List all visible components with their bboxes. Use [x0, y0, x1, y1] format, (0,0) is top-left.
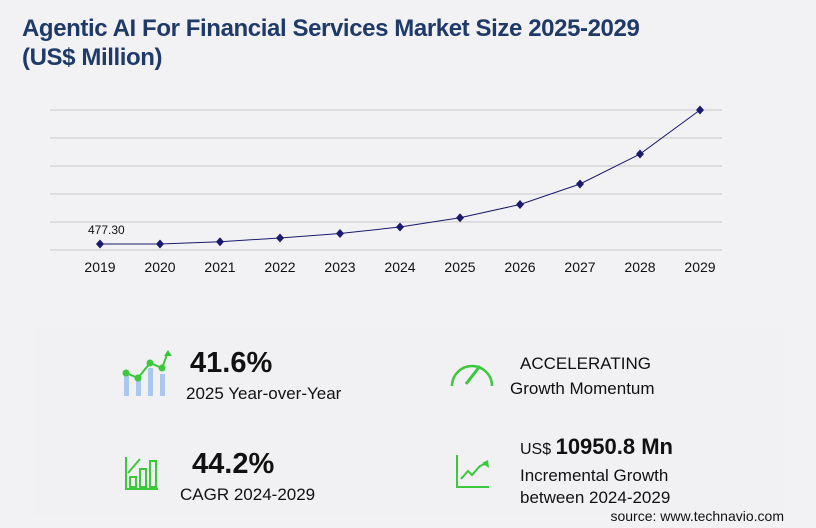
x-tick-label: 2028 — [624, 259, 655, 275]
currency-prefix: US$ — [520, 441, 552, 458]
data-point-2025 — [456, 213, 464, 223]
subtitle-line: (US$ Million) — [22, 44, 163, 71]
data-point-2026 — [516, 199, 524, 209]
trend-up-icon — [456, 455, 489, 488]
growth-chart-icon — [122, 350, 172, 396]
x-tick-label: 2029 — [684, 259, 715, 275]
x-tick-label: 2022 — [264, 259, 295, 275]
yoy-value: 41.6% — [190, 347, 273, 379]
data-point-2027 — [576, 179, 584, 189]
yoy-label: 2025 Year-over-Year — [186, 384, 342, 403]
cagr-value: 44.2% — [192, 448, 275, 480]
x-tick-label: 2025 — [444, 259, 475, 275]
data-point-2024 — [396, 222, 404, 232]
stats-panel — [34, 327, 784, 517]
data-label: 477.30 — [88, 223, 125, 237]
data-point-2029 — [696, 105, 704, 115]
x-tick-label: 2021 — [204, 259, 235, 275]
title-line: Agentic AI For Financial Services Market… — [22, 15, 640, 42]
line-chart: 2019 477.30 2020 2021 2022 2023 2024 2025 2026 20… — [50, 105, 722, 275]
x-tick-label: 2027 — [564, 259, 595, 275]
data-point-2028 — [636, 149, 644, 159]
x-tick-label: 2019 — [84, 259, 115, 275]
x-tick-label: 2026 — [504, 259, 535, 275]
chart-title: Agentic AI For Financial Services Market… — [22, 14, 640, 72]
incremental-value: US$ 10950.8 Mn — [520, 434, 673, 460]
data-point-2021 — [216, 237, 224, 247]
data-point-2023 — [336, 229, 344, 239]
incremental-label-2: between 2024-2029 — [520, 488, 671, 507]
momentum-label: Growth Momentum — [510, 379, 655, 398]
bar-chart-icon — [125, 457, 158, 490]
momentum-value: ACCELERATING — [520, 354, 651, 373]
incremental-label-1: Incremental Growth — [520, 466, 669, 485]
data-point-2020 — [156, 239, 164, 249]
source-text: source: www.technavio.com — [610, 508, 784, 524]
data-point-2022 — [276, 233, 284, 243]
x-tick-label: 2023 — [324, 259, 355, 275]
cagr-label: CAGR 2024-2029 — [180, 485, 316, 504]
speedometer-icon — [450, 364, 494, 387]
x-tick-label: 2024 — [384, 259, 415, 275]
data-point-2019 — [96, 239, 104, 249]
x-tick-label: 2020 — [144, 259, 175, 275]
incremental-amount: 10950.8 Mn — [555, 434, 673, 459]
